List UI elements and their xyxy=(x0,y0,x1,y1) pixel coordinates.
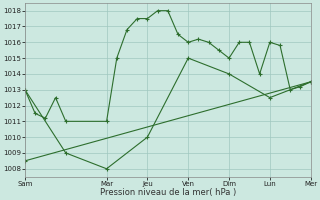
X-axis label: Pression niveau de la mer( hPa ): Pression niveau de la mer( hPa ) xyxy=(100,188,236,197)
